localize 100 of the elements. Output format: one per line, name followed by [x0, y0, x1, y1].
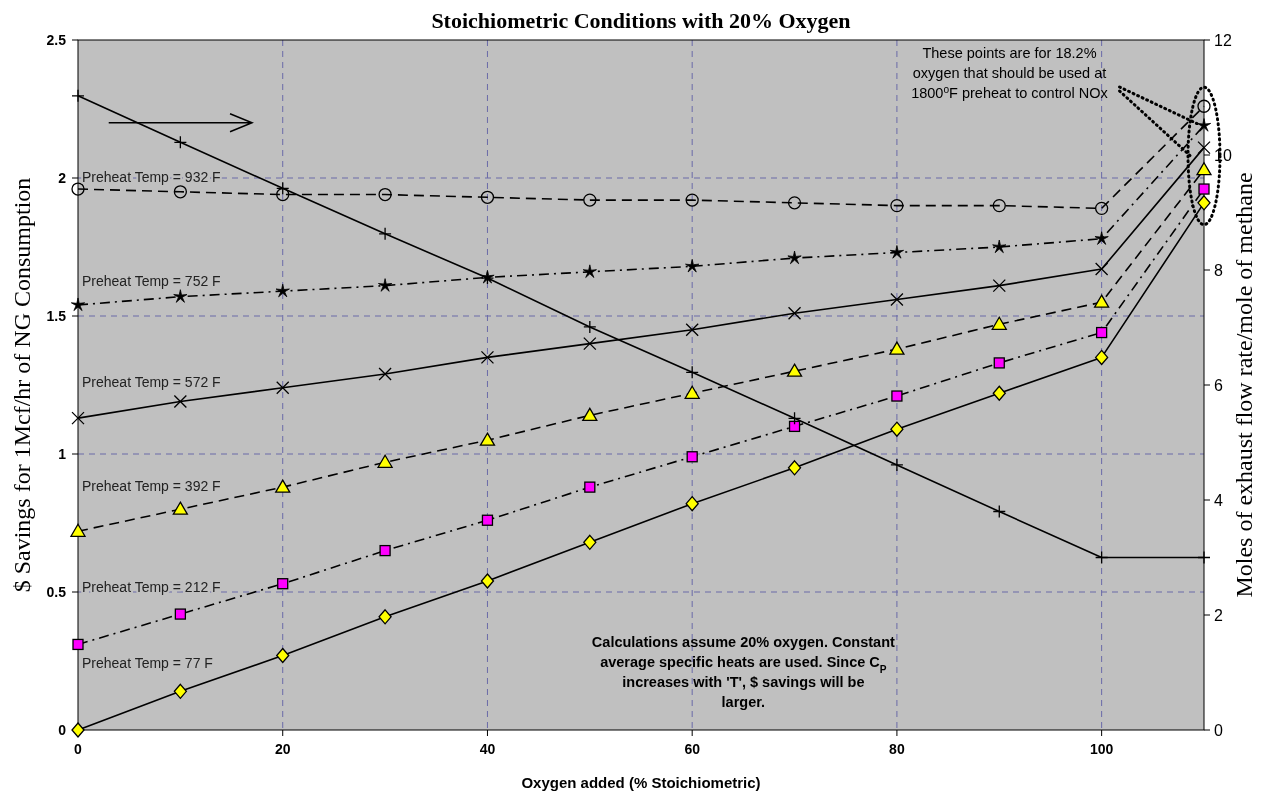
- point: [686, 451, 698, 463]
- point: [890, 421, 904, 437]
- point: [276, 647, 290, 664]
- point: [889, 341, 905, 355]
- point: [480, 350, 495, 365]
- point: [70, 297, 86, 312]
- series-label: Preheat Temp = 752 F: [82, 272, 221, 289]
- point: [1197, 99, 1211, 113]
- point: [684, 385, 700, 399]
- y-tick-label: 2.5: [46, 32, 67, 48]
- point: [378, 187, 392, 202]
- y2-tick-label: 8: [1214, 262, 1223, 279]
- series-label: Preheat Temp = 212 F: [82, 579, 221, 596]
- point: [71, 722, 85, 738]
- point: [584, 481, 596, 493]
- point: [993, 357, 1005, 369]
- point: [378, 609, 392, 625]
- y2-tick-label: 10: [1214, 147, 1232, 164]
- point: [72, 638, 84, 651]
- point: [583, 193, 597, 207]
- y-tick-label: 0: [58, 722, 67, 738]
- point: [582, 407, 598, 422]
- point: [583, 534, 597, 550]
- point: [173, 289, 188, 303]
- point: [992, 278, 1006, 293]
- point: [1197, 140, 1211, 155]
- x-tick-label: 40: [479, 741, 496, 757]
- point: [991, 316, 1007, 330]
- y-tick-label: 2: [58, 170, 67, 186]
- point: [1095, 326, 1108, 339]
- y-tick-label: 1.5: [46, 308, 67, 324]
- point: [891, 390, 903, 402]
- x-tick-label: 80: [889, 741, 905, 757]
- chart-title: Stoichiometric Conditions with 20% Oxygen: [431, 8, 851, 33]
- point: [787, 306, 802, 320]
- y-axis-title: $ Savings for 1Mcf/hr of NG Consumption: [9, 177, 35, 593]
- point: [275, 283, 290, 298]
- annotation: These points are for 18.2% oxygen that should be used at 1800$^{o}$F preheat to control NOx: [911, 45, 1109, 101]
- point: [583, 336, 597, 351]
- point: [685, 193, 699, 207]
- point: [378, 278, 393, 292]
- y2-tick-label: 12: [1214, 32, 1232, 49]
- point: [1094, 262, 1109, 276]
- point: [480, 190, 495, 204]
- point: [1196, 162, 1212, 176]
- point: [479, 432, 496, 446]
- point: [481, 514, 494, 526]
- point: [890, 292, 904, 307]
- series-label: Preheat Temp = 932 F: [82, 169, 221, 186]
- point: [172, 501, 189, 515]
- y-tick-label: 0.5: [46, 584, 67, 600]
- point: [173, 394, 188, 409]
- point: [379, 544, 391, 557]
- point: [992, 385, 1006, 401]
- point: [1094, 231, 1109, 245]
- point: [1197, 195, 1211, 211]
- series-label: Preheat Temp = 77 F: [82, 655, 213, 672]
- point: [1093, 294, 1110, 308]
- y2-axis-title: Moles of exhaust flow rate/mole of methane: [1231, 172, 1257, 598]
- point: [275, 479, 291, 493]
- point: [1094, 349, 1109, 366]
- point: [992, 239, 1007, 254]
- point: [685, 323, 699, 337]
- point: [582, 264, 597, 278]
- x-tick-label: 100: [1089, 741, 1114, 757]
- point: [685, 258, 700, 273]
- point: [173, 185, 188, 199]
- point: [173, 683, 188, 700]
- point: [786, 363, 803, 377]
- x-tick-label: 20: [274, 741, 291, 757]
- point: [787, 460, 802, 476]
- series-label: Preheat Temp = 572 F: [82, 373, 221, 390]
- point: [890, 198, 904, 213]
- text: Calculations assume 20% oxygen. Constant average specific heats are used. Since C$_{P}$ increases with 'T', $ savings will be larger.: [591, 634, 895, 711]
- point: [992, 504, 1006, 519]
- point: [377, 454, 393, 468]
- point: [889, 245, 904, 259]
- point: [1196, 118, 1212, 132]
- y2-tick-label: 4: [1214, 492, 1223, 509]
- point: [787, 411, 802, 425]
- y-tick-label: 1: [58, 446, 67, 462]
- point: [685, 496, 699, 512]
- x-axis-title: Oxygen added (% Stoichiometric): [521, 774, 761, 791]
- series-label: Preheat Temp = 392 F: [82, 478, 221, 495]
- point: [71, 182, 85, 196]
- point: [277, 578, 289, 590]
- point: [1198, 183, 1210, 195]
- x-tick-label: 60: [684, 741, 701, 757]
- point: [1197, 550, 1211, 565]
- point: [276, 381, 290, 395]
- point: [787, 250, 802, 265]
- point: [788, 420, 801, 433]
- point: [1094, 201, 1109, 216]
- point: [276, 187, 290, 202]
- point: [992, 198, 1006, 213]
- point: [787, 196, 802, 210]
- x-tick-label: 0: [74, 741, 83, 757]
- point: [71, 411, 85, 425]
- y2-tick-label: 2: [1214, 607, 1223, 624]
- point: [174, 608, 187, 620]
